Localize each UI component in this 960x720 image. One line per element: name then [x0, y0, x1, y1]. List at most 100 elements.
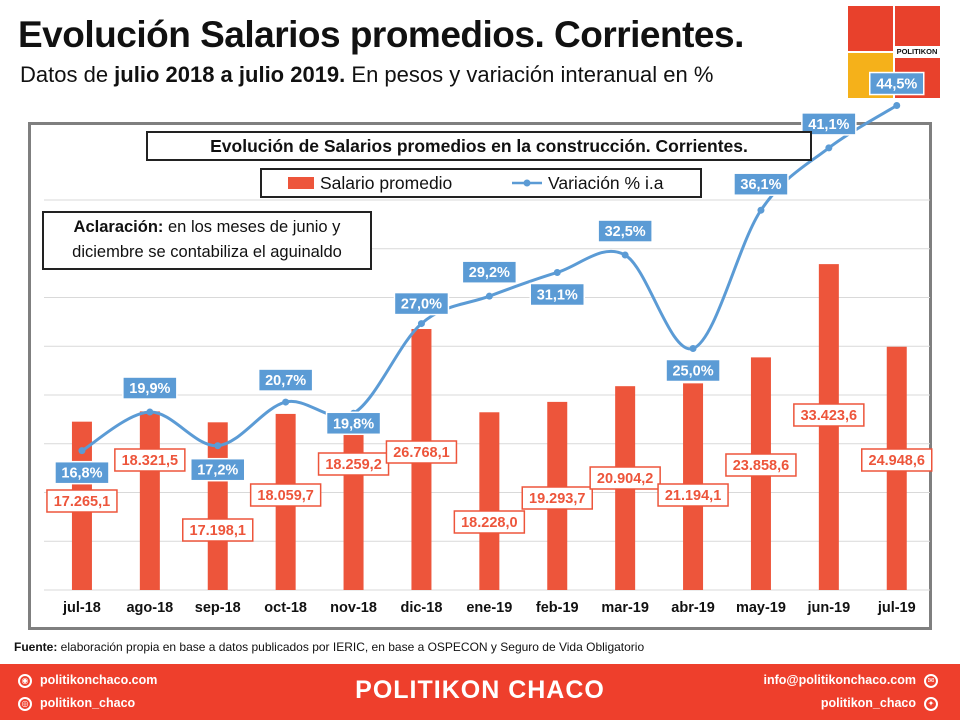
x-tick-jun-19: jun-19 [806, 600, 850, 616]
bar-ene-19 [479, 412, 500, 590]
bar-label-abr-19-text: 21.194,1 [665, 488, 721, 504]
bar-label-may-19: 23.858,6 [725, 453, 797, 477]
line-label-mar-19-text: 32,5% [605, 224, 646, 240]
note-line-1-rest: en los meses de junio y [163, 218, 341, 236]
xtick-layer: jul-18 ago-18 sep-18 oct-18 nov-18 dic-18 ene-… [62, 600, 916, 616]
variation-point-sep-18 [214, 442, 222, 450]
bar-label-may-19-box [725, 453, 797, 477]
bar-label-ago-18-text: 18.321,5 [122, 453, 178, 469]
source-text: elaboración propia en base a datos publi… [57, 640, 645, 654]
legend-line-swatch [512, 179, 542, 187]
bar-nov-18 [343, 411, 364, 590]
line-label-oct-18: 20,7% [257, 368, 314, 392]
label-layer: 17.265,1 18.321,5 17.198,1 18.059,7 18.259,2… [46, 71, 933, 542]
bar-label-oct-18-text: 18.059,7 [257, 488, 313, 504]
line-label-jun-19-box [801, 112, 857, 136]
logo-text: POLITIKON [894, 46, 940, 58]
logo-square-red-1 [848, 6, 894, 52]
line-label-nov-18-box [325, 411, 382, 436]
source-label: Fuente: [14, 640, 58, 654]
line-label-dic-18-text: 27,0% [401, 297, 442, 313]
variation-point-may-19 [757, 206, 765, 214]
x-tick-sep-18: sep-18 [195, 600, 241, 616]
bar-label-oct-18-box [249, 483, 322, 507]
instagram-icon: ◎ [18, 697, 32, 711]
variation-point-jun-19 [825, 144, 833, 152]
x-tick-ago-18: ago-18 [126, 600, 173, 616]
line-label-ago-18-box [122, 376, 178, 400]
bar-label-ago-18-box [114, 448, 186, 472]
variation-point-jul-19 [893, 102, 901, 110]
bar-label-jul-18: 17.265,1 [46, 489, 118, 513]
page-subtitle: Datos de julio 2018 a julio 2019. En pes… [20, 62, 713, 88]
x-tick-jul-18: jul-18 [62, 600, 101, 616]
line-label-ene-19-box [461, 260, 518, 284]
bar-label-sep-18-box [182, 518, 254, 542]
variation-point-mar-19 [621, 251, 629, 259]
bar-label-mar-19-text: 20.904,2 [597, 471, 653, 487]
line-label-may-19-box [733, 172, 789, 196]
footer-twitter[interactable]: politikon_chaco [820, 696, 916, 710]
bar-label-feb-19: 19.293,7 [521, 486, 593, 510]
bar-label-ene-19: 18.228,0 [453, 510, 526, 534]
x-tick-dic-18: dic-18 [400, 600, 442, 616]
bar-label-sep-18: 17.198,1 [182, 518, 254, 542]
page-title: Evolución Salarios promedios. Corrientes… [18, 14, 744, 55]
note-strong: Aclaración: [73, 218, 164, 236]
legend-bar-label: Salario promedio [320, 173, 453, 193]
bar-label-jul-18-text: 17.265,1 [54, 494, 110, 510]
variation-point-feb-19 [553, 268, 561, 276]
line-label-ene-19-text: 29,2% [469, 265, 510, 281]
x-tick-jul-19: jul-19 [877, 600, 916, 616]
line-label-feb-19-text: 31,1% [537, 287, 578, 303]
x-tick-oct-18: oct-18 [264, 600, 307, 616]
bar-label-jun-19-box [793, 403, 865, 427]
bar-label-jul-19-text: 24.948,6 [869, 453, 925, 469]
bar-label-abr-19: 21.194,1 [657, 483, 729, 507]
bar-label-may-19-text: 23.858,6 [733, 458, 789, 474]
line-label-abr-19: 25,0% [665, 358, 721, 383]
line-label-sep-18-box [190, 457, 246, 482]
line-label-abr-19-box [665, 358, 721, 383]
line-label-sep-18-text: 17,2% [197, 463, 238, 479]
line-label-oct-18-text: 20,7% [265, 373, 306, 389]
bar-label-oct-18: 18.059,7 [249, 483, 322, 507]
footer-brand: POLITIKON CHACO [355, 676, 605, 704]
footer-bar: ◉ politikonchaco.com ◎ politikon_chaco P… [0, 664, 960, 720]
line-label-may-19: 36,1% [733, 172, 789, 196]
line-label-may-19-text: 36,1% [740, 177, 781, 193]
source-note: Fuente: elaboración propia en base a dat… [14, 640, 644, 654]
x-tick-abr-19: abr-19 [671, 600, 715, 616]
x-tick-mar-19: mar-19 [601, 600, 649, 616]
bar-label-nov-18-text: 18.259,2 [325, 457, 381, 473]
bar-label-abr-19-box [657, 483, 729, 507]
line-label-nov-18: 19,8% [325, 411, 382, 436]
bar-label-dic-18-box [385, 440, 458, 464]
footer-website[interactable]: politikonchaco.com [40, 673, 158, 687]
x-tick-may-19: may-19 [736, 600, 786, 616]
x-tick-feb-19: feb-19 [536, 600, 579, 616]
variation-point-oct-18 [282, 398, 290, 406]
note-line-1: Aclaración: en los meses de junio y [44, 215, 370, 240]
line-label-jun-19-text: 41,1% [808, 117, 849, 133]
legend-line-label: Variación % i.a [548, 173, 664, 193]
footer-instagram[interactable]: politikon_chaco [40, 696, 136, 710]
note-box: Aclaración: en los meses de junio y dici… [42, 211, 372, 270]
line-label-feb-19: 31,1% [529, 282, 585, 307]
line-label-jul-19-box [869, 71, 925, 96]
note-line-2: diciembre se contabiliza el aguinaldo [72, 243, 342, 261]
bar-label-jun-19: 33.423,6 [793, 403, 865, 427]
chart-title: Evolución de Salarios promedios en la co… [146, 131, 812, 161]
subtitle-post: En pesos y variación interanual en % [345, 62, 714, 87]
subtitle-pre: Datos de [20, 62, 115, 87]
line-label-jul-19-text: 44,5% [876, 77, 917, 93]
variation-point-ago-18 [146, 408, 154, 416]
logo-square-red-2 [894, 6, 940, 52]
bar-label-nov-18-box [317, 452, 390, 476]
line-label-jul-18-text: 16,8% [61, 466, 102, 482]
bar-ago-18 [139, 411, 160, 590]
footer-email[interactable]: info@politikonchaco.com [763, 673, 916, 687]
legend: Salario promedio Variación % i.a [260, 168, 702, 198]
subtitle-bold: julio 2018 a julio 2019. [114, 62, 346, 87]
